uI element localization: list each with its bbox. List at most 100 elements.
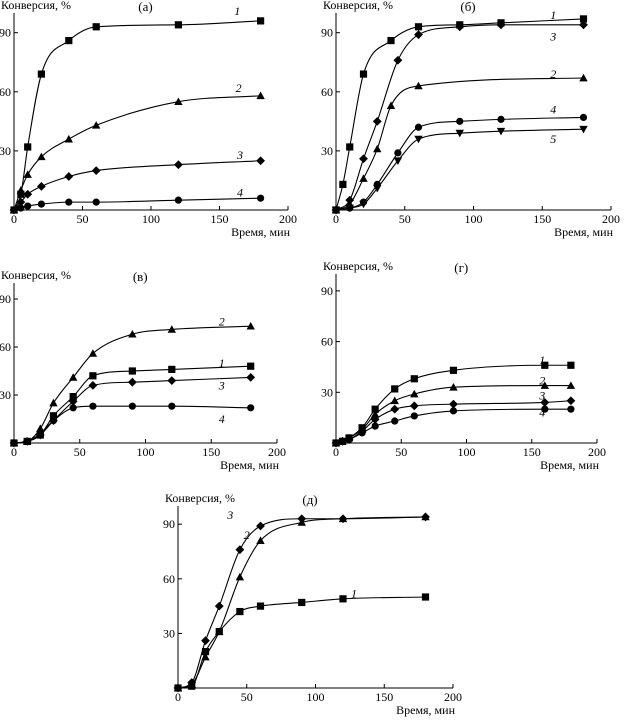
- y-tick-label: 30: [0, 388, 11, 402]
- panel-label: (в): [133, 269, 148, 284]
- data-point: [449, 366, 458, 374]
- x-tick-label: 200: [268, 445, 286, 459]
- series-3: 3: [9, 148, 265, 215]
- chart-panel-1: 0 50 100 150 200 30 60 90 Конверсия, % Время, мин…: [0, 0, 297, 239]
- series-4: 4: [10, 185, 265, 214]
- data-point: [541, 361, 549, 369]
- chart-panel-4: 0 50 100 150 200 30 60 90 Конверсия, % Время, мин…: [321, 259, 606, 472]
- panel-label: (б): [460, 0, 475, 14]
- data-point: [174, 684, 182, 692]
- curve-number-label: 4: [539, 406, 545, 420]
- y-tick-label: 90: [163, 517, 175, 531]
- x-axis-label: Время, мин: [231, 225, 290, 239]
- data-point: [566, 396, 576, 406]
- data-point: [128, 402, 136, 410]
- data-point: [201, 648, 210, 656]
- curve-number-label: 1: [539, 353, 545, 367]
- data-point: [201, 636, 210, 646]
- curve-number-label: 2: [244, 528, 250, 542]
- x-tick-label: 150: [375, 690, 393, 704]
- x-tick-label: 0: [11, 445, 17, 459]
- y-tick-label: 90: [0, 292, 11, 306]
- y-axis-label: Конверсия, %: [165, 491, 235, 505]
- data-point: [579, 113, 588, 122]
- data-point: [17, 204, 25, 212]
- data-point: [394, 149, 402, 157]
- data-point: [37, 181, 46, 191]
- data-point: [370, 410, 380, 418]
- panel-label: (а): [138, 0, 152, 14]
- data-point: [338, 514, 348, 523]
- data-point: [256, 536, 265, 544]
- x-tick-label: 100: [465, 212, 483, 226]
- data-point: [456, 117, 464, 125]
- data-point: [49, 412, 58, 420]
- data-point: [455, 129, 464, 138]
- data-point: [387, 36, 395, 45]
- data-point: [235, 545, 245, 555]
- data-point: [24, 202, 32, 210]
- curve-number-label: 1: [234, 4, 240, 18]
- data-point: [370, 414, 380, 424]
- data-point: [359, 154, 368, 164]
- data-point: [359, 70, 368, 78]
- data-point: [214, 601, 224, 611]
- data-point: [235, 572, 245, 581]
- data-point: [338, 437, 347, 445]
- data-point: [414, 23, 423, 31]
- x-tick-label: 50: [77, 212, 89, 226]
- y-tick-label: 90: [0, 26, 11, 40]
- data-point: [88, 381, 98, 390]
- x-tick-label: 50: [74, 445, 86, 459]
- y-tick-label: 60: [0, 85, 11, 99]
- x-tick-label: 150: [211, 212, 229, 226]
- data-point: [89, 402, 97, 410]
- chart-panel-5: 0 50 100 150 200 30 60 90 Конверсия, % Время, мин…: [163, 491, 462, 717]
- x-tick-label: 200: [444, 690, 462, 704]
- data-point: [339, 595, 347, 603]
- data-point: [247, 362, 255, 370]
- data-point: [88, 349, 98, 357]
- data-point: [23, 437, 31, 445]
- series-line: [13, 95, 261, 211]
- x-tick-label: 50: [399, 212, 411, 226]
- curve-number-label: 2: [219, 314, 225, 328]
- x-tick-label: 200: [279, 212, 297, 226]
- data-point: [410, 412, 418, 420]
- curve-number-label: 3: [549, 30, 556, 44]
- series-line: [13, 20, 261, 211]
- series-3: 3: [331, 20, 588, 215]
- data-point: [168, 402, 176, 410]
- data-point: [579, 125, 588, 134]
- y-tick-label: 60: [163, 572, 175, 586]
- y-axis-label: Конверсия, %: [1, 268, 71, 282]
- data-point: [421, 512, 430, 521]
- data-point: [167, 376, 177, 385]
- x-tick-label: 0: [175, 690, 181, 704]
- series-3: 3: [9, 373, 256, 448]
- chart-panel-2: 0 50 100 150 200 30 60 90 Конверсия, % Время, мин…: [321, 0, 620, 239]
- curve-number-label: 3: [236, 148, 243, 162]
- data-point: [391, 385, 399, 393]
- series-1: 1: [10, 4, 265, 214]
- data-point: [414, 135, 423, 144]
- data-point: [16, 186, 26, 194]
- data-point: [246, 322, 255, 330]
- data-point: [256, 156, 265, 166]
- curve-number-label: 2: [539, 373, 545, 387]
- data-point: [69, 393, 77, 401]
- data-point: [10, 439, 18, 447]
- data-point: [236, 607, 244, 616]
- y-tick-label: 60: [321, 335, 333, 349]
- data-point: [339, 180, 347, 188]
- data-point: [579, 73, 588, 82]
- data-point: [167, 325, 176, 333]
- x-tick-label: 0: [333, 445, 339, 459]
- data-point: [10, 206, 18, 214]
- data-point: [89, 372, 97, 380]
- x-tick-label: 150: [523, 445, 541, 459]
- series-line: [335, 128, 584, 211]
- x-tick-label: 100: [458, 445, 476, 459]
- series-5: 5: [331, 125, 588, 215]
